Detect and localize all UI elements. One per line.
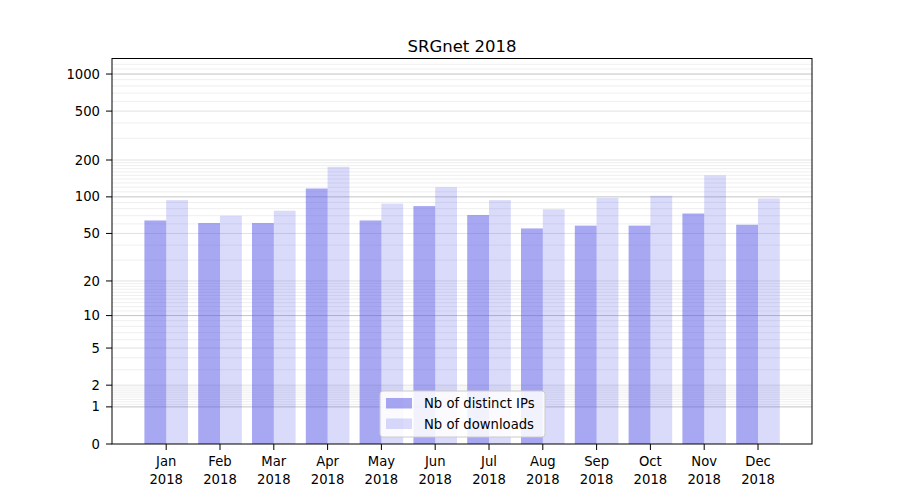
y-tick-label: 20 [83, 274, 100, 289]
x-tick-label-year: 2018 [741, 472, 775, 487]
bar-oct-downloads [650, 196, 672, 444]
x-tick-label-year: 2018 [149, 472, 183, 487]
y-tick-label: 1 [92, 399, 100, 414]
bar-dec-distinct-ips [736, 225, 758, 444]
legend-label-distinct-ips: Nb of distinct IPs [424, 396, 535, 411]
x-tick-label-year: 2018 [311, 472, 345, 487]
x-tick-label-month: Sep [584, 454, 609, 469]
bar-feb-distinct-ips [198, 223, 220, 444]
y-tick-label: 5 [92, 341, 100, 356]
chart-title: SRGnet 2018 [407, 37, 516, 56]
x-tick-label-year: 2018 [418, 472, 452, 487]
y-tick-label: 500 [75, 104, 100, 119]
x-tick-label-month: Dec [745, 454, 771, 469]
bar-may-distinct-ips [360, 220, 382, 444]
y-tick-label: 100 [75, 189, 100, 204]
x-tick-label-month: Feb [208, 454, 231, 469]
x-tick-label-month: May [368, 454, 395, 469]
x-tick-label-month: Jan [155, 454, 176, 469]
x-tick-label-year: 2018 [526, 472, 560, 487]
x-tick-label-year: 2018 [203, 472, 237, 487]
y-tick-label: 10 [83, 308, 100, 323]
y-tick-label: 1000 [66, 67, 100, 82]
legend-swatch-downloads [386, 419, 412, 430]
bar-dec-downloads [758, 198, 780, 444]
bar-jan-distinct-ips [144, 220, 166, 444]
x-tick-label-year: 2018 [580, 472, 614, 487]
y-axis: 0 1 2 5 10 20 50 100 200 500 1000 [66, 67, 112, 452]
x-tick-label-year: 2018 [365, 472, 399, 487]
bar-mar-distinct-ips [252, 223, 274, 444]
bar-chart: 0 1 2 5 10 20 50 100 200 500 1000 Jan 2018 Feb 2018 Mar… [0, 0, 900, 500]
y-tick-label: 200 [75, 153, 100, 168]
x-tick-label-year: 2018 [634, 472, 668, 487]
bar-feb-downloads [220, 216, 242, 444]
x-tick-label-month: Nov [691, 454, 717, 469]
bar-mar-downloads [274, 211, 296, 444]
x-tick-label-month: Jul [480, 454, 497, 469]
bar-nov-distinct-ips [682, 214, 704, 444]
x-tick-label-month: Mar [261, 454, 286, 469]
bar-apr-downloads [328, 167, 350, 444]
x-tick-label-year: 2018 [472, 472, 506, 487]
x-tick-label-month: Jun [424, 454, 446, 469]
bar-nov-downloads [704, 175, 726, 444]
bar-sep-distinct-ips [575, 226, 597, 444]
bar-sep-downloads [597, 198, 619, 444]
y-tick-label: 50 [83, 226, 100, 241]
x-axis: Jan 2018 Feb 2018 Mar 2018 Apr 2018 May 2018 Jun 20… [149, 444, 774, 487]
x-tick-label-year: 2018 [687, 472, 721, 487]
x-tick-label-month: Oct [639, 454, 662, 469]
bar-aug-downloads [543, 209, 565, 444]
legend: Nb of distinct IPs Nb of downloads [380, 391, 545, 437]
bar-jan-downloads [166, 200, 188, 444]
y-tick-label: 0 [92, 437, 100, 452]
x-tick-label-month: Apr [316, 454, 339, 469]
legend-label-downloads: Nb of downloads [424, 417, 534, 432]
x-tick-label-year: 2018 [257, 472, 291, 487]
legend-swatch-distinct-ips [386, 398, 412, 409]
bar-oct-distinct-ips [629, 226, 651, 444]
chart-figure: 0 1 2 5 10 20 50 100 200 500 1000 Jan 2018 Feb 2018 Mar… [0, 0, 900, 500]
y-tick-label: 2 [92, 378, 100, 393]
bar-apr-distinct-ips [306, 189, 328, 444]
x-tick-label-month: Aug [530, 454, 556, 469]
